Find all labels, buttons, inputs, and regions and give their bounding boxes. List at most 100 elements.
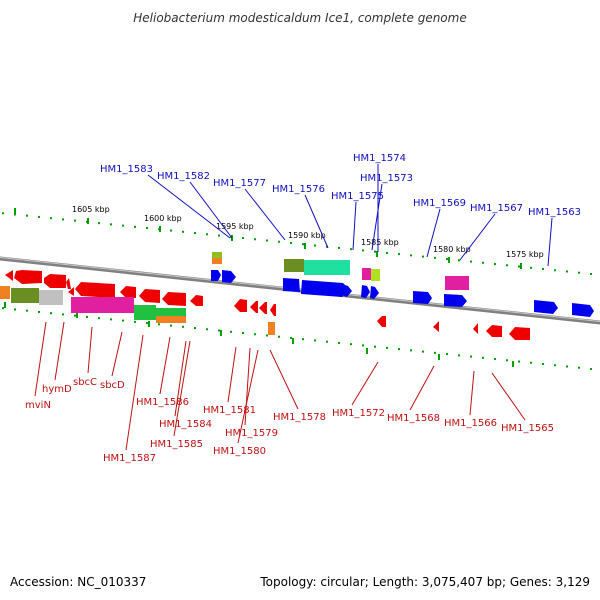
gene-arrow[interactable] bbox=[473, 323, 478, 334]
feature-block[interactable] bbox=[371, 269, 380, 281]
gene-arrow[interactable] bbox=[370, 286, 379, 299]
gene-label[interactable]: HM1_1565 bbox=[501, 423, 554, 434]
accession-text: Accession: NC_010337 bbox=[10, 575, 146, 589]
gene-label[interactable]: hymD bbox=[42, 384, 72, 395]
gene-arrow[interactable] bbox=[190, 295, 203, 306]
gene-label[interactable]: HM1_1575 bbox=[331, 191, 384, 202]
gene-label[interactable]: HM1_1576 bbox=[272, 184, 325, 195]
gene-label[interactable]: mviN bbox=[25, 400, 51, 411]
gene-arrow[interactable] bbox=[283, 278, 300, 292]
gene-label[interactable]: HM1_1586 bbox=[136, 397, 189, 408]
scale-tick-minor bbox=[566, 365, 568, 368]
scale-tick-minor bbox=[446, 353, 448, 356]
feature-block[interactable] bbox=[11, 288, 39, 303]
leader-line bbox=[244, 347, 251, 426]
scale-tick-minor bbox=[590, 272, 592, 275]
gene-label[interactable]: HM1_1581 bbox=[203, 405, 256, 416]
gene-arrow[interactable] bbox=[222, 270, 236, 283]
scale-tick-minor bbox=[290, 241, 292, 244]
gene-arrow[interactable] bbox=[14, 270, 42, 284]
gene-arrow[interactable] bbox=[509, 327, 530, 340]
scale-tick-minor bbox=[434, 351, 436, 354]
scale-tick-minor bbox=[566, 270, 568, 273]
gene-arrow[interactable] bbox=[259, 302, 267, 314]
scale-tick-minor bbox=[2, 307, 4, 310]
gene-label[interactable]: HM1_1578 bbox=[273, 412, 326, 423]
gene-label[interactable]: HM1_1572 bbox=[332, 408, 385, 419]
feature-block[interactable] bbox=[445, 276, 469, 290]
gene-label[interactable]: sbcD bbox=[100, 380, 125, 391]
scale-labels: 1605 kbp 1600 kbp 1595 kbp 1590 kbp 1585… bbox=[72, 205, 544, 259]
gene-label[interactable]: HM1_1563 bbox=[528, 207, 581, 218]
gene-arrow[interactable] bbox=[44, 274, 66, 288]
gene-label[interactable]: HM1_1569 bbox=[413, 198, 466, 209]
gene-label[interactable]: HM1_1579 bbox=[225, 428, 278, 439]
gene-label[interactable]: HM1_1582 bbox=[157, 171, 210, 182]
feature-block[interactable] bbox=[39, 290, 63, 305]
feature-block[interactable] bbox=[156, 316, 186, 323]
leader-line bbox=[227, 346, 237, 403]
kbp-label: 1600 kbp bbox=[144, 214, 182, 223]
gene-arrow[interactable] bbox=[572, 303, 594, 317]
scale-tick-minor bbox=[518, 265, 520, 268]
feature-block[interactable] bbox=[284, 259, 304, 272]
gene-arrow[interactable] bbox=[66, 278, 71, 289]
feature-block[interactable] bbox=[71, 297, 134, 313]
gene-arrow[interactable] bbox=[68, 287, 74, 296]
gene-arrow[interactable] bbox=[120, 286, 136, 298]
leader-line bbox=[459, 213, 496, 261]
gene-arrow[interactable] bbox=[534, 300, 558, 314]
gene-label[interactable]: HM1_1584 bbox=[159, 419, 212, 430]
gene-arrow[interactable] bbox=[433, 321, 439, 332]
feature-block[interactable] bbox=[134, 305, 156, 320]
gene-arrow[interactable] bbox=[413, 291, 432, 304]
feature-block[interactable] bbox=[212, 258, 222, 264]
gene-arrow[interactable] bbox=[75, 282, 115, 298]
feature-block[interactable] bbox=[268, 322, 275, 335]
scale-tick-minor bbox=[194, 232, 196, 235]
feature-block[interactable] bbox=[362, 268, 371, 280]
feature-block[interactable] bbox=[156, 308, 186, 316]
gene-arrow[interactable] bbox=[344, 285, 352, 297]
scale-tick-minor bbox=[218, 329, 220, 332]
feature-block[interactable] bbox=[212, 252, 222, 258]
scale-tick-minor bbox=[362, 249, 364, 252]
gene-arrow[interactable] bbox=[139, 289, 160, 303]
scale-tick-minor bbox=[542, 363, 544, 366]
gene-label[interactable]: HM1_1585 bbox=[150, 439, 203, 450]
scale-tick-minor bbox=[578, 271, 580, 274]
gene-label[interactable]: HM1_1574 bbox=[353, 153, 406, 164]
gene-label[interactable]: HM1_1568 bbox=[387, 413, 440, 424]
gene-arrow[interactable] bbox=[5, 270, 13, 281]
kbp-label: 1605 kbp bbox=[72, 205, 110, 214]
feature-block[interactable] bbox=[0, 286, 10, 299]
scale-tick-minor bbox=[14, 213, 16, 216]
leader-line bbox=[352, 201, 357, 251]
gene-label[interactable]: HM1_1577 bbox=[213, 178, 266, 189]
gene-arrow[interactable] bbox=[234, 299, 247, 312]
gene-arrow[interactable] bbox=[486, 325, 502, 337]
feature-block[interactable] bbox=[304, 260, 350, 275]
gene-arrow[interactable] bbox=[444, 294, 467, 307]
scale-tick-minor bbox=[266, 334, 268, 337]
gene-arrow[interactable] bbox=[301, 280, 350, 297]
scale-tick-minor bbox=[374, 345, 376, 348]
scale-tick-minor bbox=[242, 332, 244, 335]
gene-label[interactable]: HM1_1573 bbox=[360, 173, 413, 184]
gene-label[interactable]: HM1_1567 bbox=[470, 203, 523, 214]
gene-label[interactable]: HM1_1580 bbox=[213, 446, 266, 457]
gene-arrow[interactable] bbox=[250, 301, 258, 313]
gene-label[interactable]: HM1_1566 bbox=[444, 418, 497, 429]
gene-label[interactable]: sbcC bbox=[73, 377, 97, 388]
scale-tick-minor bbox=[122, 224, 124, 227]
gene-arrow[interactable] bbox=[270, 304, 276, 316]
gene-arrow[interactable] bbox=[162, 292, 186, 306]
gene-label[interactable]: HM1_1583 bbox=[100, 164, 153, 175]
scale-tick-major bbox=[220, 330, 222, 336]
gene-arrow[interactable] bbox=[377, 316, 386, 327]
gene-arrow[interactable] bbox=[211, 270, 221, 281]
scale-tick-minor bbox=[62, 313, 64, 316]
gene-arrow[interactable] bbox=[361, 285, 370, 298]
scale-tick-minor bbox=[50, 217, 52, 220]
gene-label[interactable]: HM1_1587 bbox=[103, 453, 156, 464]
